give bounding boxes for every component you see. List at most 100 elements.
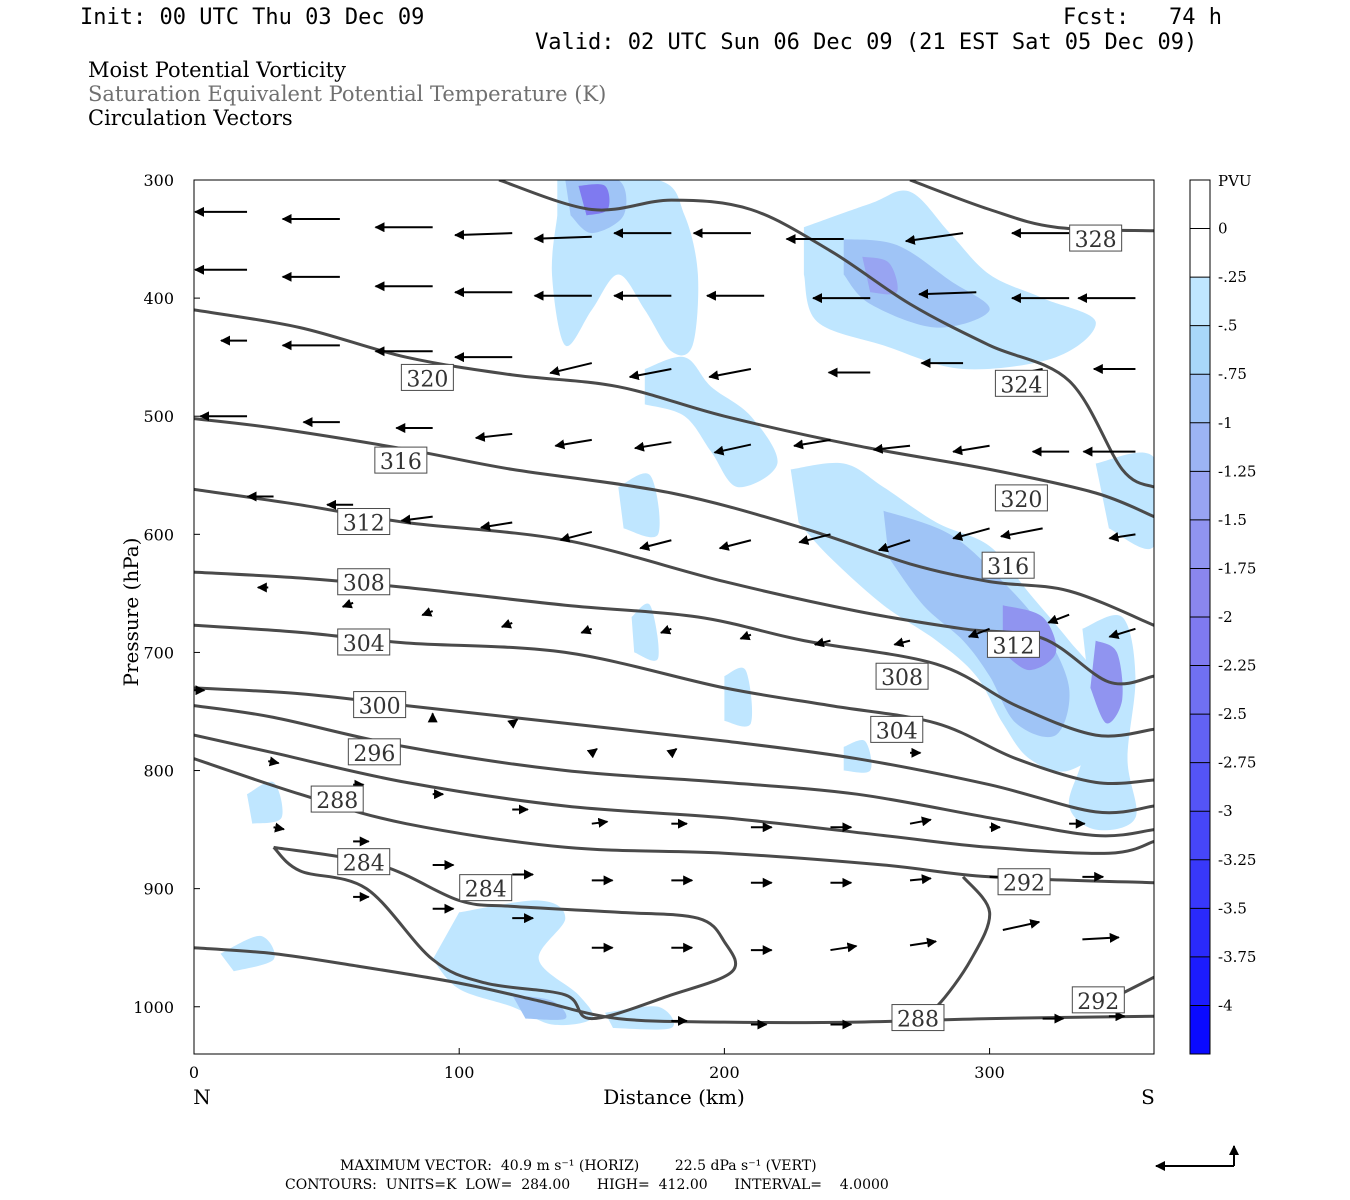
colorbar-swatch (1190, 180, 1210, 229)
colorbar-swatch (1190, 228, 1210, 278)
colorbar-title: PVU (1218, 172, 1252, 190)
colorbar-swatch (1190, 665, 1210, 715)
circulation-vector (586, 748, 598, 759)
contour-label: 284 (343, 852, 385, 877)
circulation-vector (554, 438, 592, 450)
circulation-vector (904, 232, 964, 245)
circulation-vector (798, 533, 831, 545)
circulation-vector (909, 874, 932, 885)
x-tick-label: 300 (974, 1063, 1005, 1082)
contour-line-288 (194, 946, 1154, 1025)
contour-line-288 (194, 733, 1154, 855)
contour-label: 292 (1077, 990, 1119, 1015)
contour-label-box (337, 628, 391, 656)
colorbar-label: -2.5 (1218, 705, 1247, 723)
y-tick-label: 600 (143, 525, 174, 544)
contour-label: 300 (359, 695, 401, 720)
x-tick-label: 100 (444, 1063, 475, 1082)
colorbar-swatch (1190, 859, 1210, 909)
colorbar-label: -2.25 (1218, 657, 1256, 675)
circulation-vector (713, 443, 752, 456)
x-end-label-south: S (1141, 1085, 1155, 1109)
plot-frame (193, 179, 1155, 1055)
y-tick-label: 400 (143, 289, 174, 308)
circulation-vector (454, 229, 513, 240)
contour-label-box (459, 874, 513, 902)
contour-label: 308 (881, 666, 923, 691)
colorbar-label: -3.5 (1218, 899, 1247, 917)
y-tick-label: 900 (143, 880, 174, 899)
colorbar-swatch (1190, 617, 1210, 666)
x-end-label-north: N (193, 1085, 211, 1109)
contour-label: 292 (1003, 872, 1045, 897)
y-tick-label: 800 (143, 762, 174, 781)
circulation-vector (1002, 919, 1041, 931)
circulation-vector (421, 607, 434, 617)
contour-line-316 (194, 417, 1154, 627)
contour-line-292 (909, 875, 992, 1024)
y-axis-label: Pressure (hPa) (119, 538, 143, 687)
circulation-vector (559, 530, 593, 543)
y-tick-label: 300 (143, 171, 174, 190)
contour-label: 312 (992, 634, 1034, 659)
pv-region (843, 740, 872, 773)
circulation-vector (1108, 627, 1136, 639)
colorbar-swatch (1190, 956, 1210, 1006)
colorbar-label: -1.25 (1218, 462, 1256, 480)
contour-label-box (891, 1004, 945, 1032)
pv-region (883, 510, 1070, 738)
y-tick-label: 500 (143, 407, 174, 426)
circulation-vector (739, 630, 752, 641)
colorbar-swatch (1190, 762, 1210, 812)
init-time: Init: 00 UTC Thu 03 Dec 09 (80, 5, 425, 30)
contour-label: 320 (406, 367, 448, 392)
colorbar-swatch (1190, 1005, 1210, 1054)
circulation-vector (918, 288, 977, 299)
colorbar-label: -2.75 (1218, 754, 1256, 772)
contour-line-324 (498, 180, 1154, 489)
contour-label-box (337, 848, 391, 876)
circulation-vector (877, 539, 911, 553)
circulation-vector (666, 748, 678, 759)
title-theta-es: Saturation Equivalent Potential Temperat… (88, 82, 607, 106)
x-tick-label: 0 (189, 1063, 199, 1082)
circulation-vector (580, 624, 593, 635)
pv-region (803, 190, 1096, 370)
circulation-vector (909, 937, 938, 948)
circulation-vector (952, 527, 990, 541)
circulation-vector (708, 367, 752, 381)
valid-time: Valid: 02 UTC Sun 06 Dec 09 (21 EST Sat … (535, 30, 1198, 55)
colorbar-swatch (1190, 325, 1210, 375)
circulation-vector (549, 362, 593, 376)
pv-region (631, 603, 659, 661)
title-vectors: Circulation Vectors (88, 106, 293, 130)
contour-label: 288 (897, 1008, 939, 1033)
contour-line-300 (194, 686, 1154, 815)
contour-label: 312 (343, 512, 385, 537)
reference-vector (1155, 1145, 1239, 1171)
colorbar-label: -.5 (1218, 317, 1237, 335)
contour-labels: 328 324 320 320 316 316 312 312 308 308 304 304 300 2… (310, 224, 1125, 1033)
contour-label-box (875, 662, 929, 690)
x-axis-label: Distance (km) (603, 1085, 745, 1109)
circulation-vectors (194, 206, 1136, 1030)
contour-label-box (1071, 986, 1125, 1014)
contour-line-320 (194, 308, 1154, 518)
pv-region (618, 473, 660, 538)
colorbar-swatch (1190, 374, 1210, 423)
circulation-vector (893, 637, 911, 648)
contour-line-284 (272, 845, 738, 1021)
circulation-vector (273, 822, 285, 833)
y-tick-label: 700 (143, 643, 174, 662)
circulation-vector (591, 817, 609, 828)
colorbar-swatch (1190, 471, 1210, 520)
circulation-vector (660, 624, 672, 635)
circulation-vector (793, 438, 831, 450)
pv-shading (220, 180, 1154, 1030)
contour-label-box (347, 738, 401, 766)
pv-region (1095, 452, 1154, 549)
circulation-vector (909, 816, 932, 827)
pv-colorbar: 0 -.25 -.5 -.75 -1 -1.25 -1.5 -1.75 -2 -2.25 -2.5 -… (1189, 179, 1256, 1055)
contour-line-296 (194, 704, 1154, 838)
